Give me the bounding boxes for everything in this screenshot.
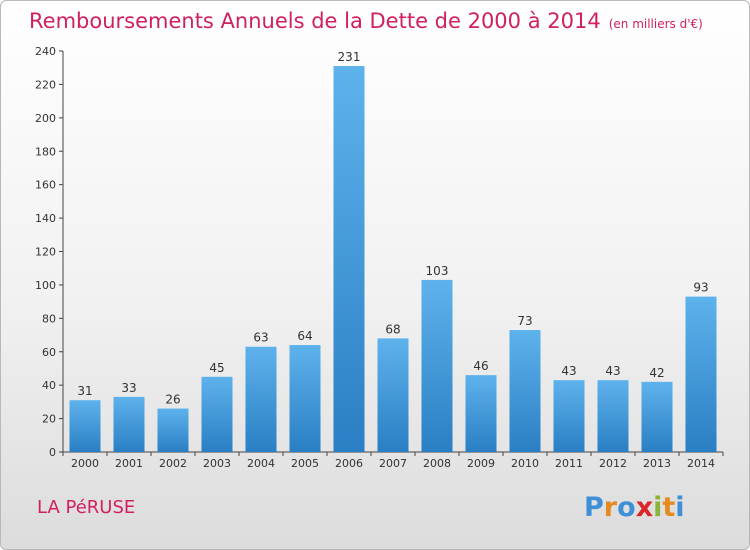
- data-label-2000: 31: [77, 384, 92, 398]
- x-tick-label-2005: 2005: [291, 457, 319, 470]
- chart-title-unit: (en milliers d'€): [608, 17, 703, 31]
- chart-title: Remboursements Annuels de la Dette de 20…: [29, 9, 703, 33]
- y-tick-label: 60: [42, 346, 56, 359]
- y-tick-label: 140: [35, 212, 56, 225]
- data-label-2007: 68: [385, 322, 400, 336]
- svg-text:Proxiti: Proxiti: [584, 492, 685, 523]
- data-label-2012: 43: [605, 364, 620, 378]
- y-tick-label: 40: [42, 379, 56, 392]
- bar-2005: [289, 345, 321, 452]
- data-label-2010: 73: [517, 314, 532, 328]
- bar-2011: [553, 380, 585, 452]
- data-label-2009: 46: [473, 359, 488, 373]
- bar-2008: [421, 279, 453, 452]
- x-tick-label-2000: 2000: [71, 457, 99, 470]
- bar-2004: [245, 346, 277, 452]
- bar-2007: [377, 338, 409, 452]
- bar-2003: [201, 376, 233, 452]
- data-label-2005: 64: [297, 329, 312, 343]
- chart-axes: 0 20 40 60 80 100 120 140 160 180 200 220 240 2000 200…: [35, 45, 724, 470]
- bar-2002: [157, 408, 189, 452]
- bar-2006: [333, 66, 365, 452]
- commune-name: LA PéRUSE: [37, 497, 136, 518]
- data-label-2008: 103: [426, 264, 449, 278]
- data-label-2011: 43: [561, 364, 576, 378]
- data-label-2002: 26: [165, 393, 180, 407]
- x-tick-label-2013: 2013: [643, 457, 671, 470]
- y-tick-label: 20: [42, 413, 56, 426]
- bar-2013: [641, 381, 673, 452]
- bar-2001: [113, 396, 145, 452]
- x-tick-label-2008: 2008: [423, 457, 451, 470]
- proxiti-logo: Proxiti: [584, 489, 694, 523]
- x-tick-label-2001: 2001: [115, 457, 143, 470]
- x-tick-label-2004: 2004: [247, 457, 275, 470]
- y-tick-label: 80: [42, 312, 56, 325]
- y-tick-label: 220: [35, 78, 56, 91]
- bar-2012: [597, 380, 629, 452]
- y-tick-label: 160: [35, 179, 56, 192]
- data-label-2004: 63: [253, 331, 268, 345]
- x-tick-label-2007: 2007: [379, 457, 407, 470]
- x-tick-label-2009: 2009: [467, 457, 495, 470]
- y-tick-label: 0: [49, 446, 56, 459]
- y-tick-label: 120: [35, 246, 56, 259]
- chart-bars: 31 33 26 45 63 64 231 68 103 46 73 43 43 42 93: [69, 50, 717, 452]
- data-label-2006: 231: [338, 50, 361, 64]
- data-label-2001: 33: [121, 381, 136, 395]
- bar-2010: [509, 330, 541, 452]
- bar-2014: [685, 296, 717, 452]
- bar-2000: [69, 400, 101, 452]
- y-tick-label: 180: [35, 145, 56, 158]
- x-tick-label-2011: 2011: [555, 457, 583, 470]
- x-tick-label-2002: 2002: [159, 457, 187, 470]
- x-tick-label-2014: 2014: [687, 457, 715, 470]
- bar-2009: [465, 375, 497, 452]
- x-tick-label-2012: 2012: [599, 457, 627, 470]
- x-tick-label-2006: 2006: [335, 457, 363, 470]
- y-tick-label: 100: [35, 279, 56, 292]
- data-label-2013: 42: [649, 366, 664, 380]
- y-tick-label: 200: [35, 112, 56, 125]
- data-label-2014: 93: [693, 281, 708, 295]
- data-label-2003: 45: [209, 361, 224, 375]
- x-tick-label-2010: 2010: [511, 457, 539, 470]
- chart-title-text: Remboursements Annuels de la Dette de 20…: [29, 9, 601, 33]
- x-tick-label-2003: 2003: [203, 457, 231, 470]
- y-tick-label: 240: [35, 45, 56, 58]
